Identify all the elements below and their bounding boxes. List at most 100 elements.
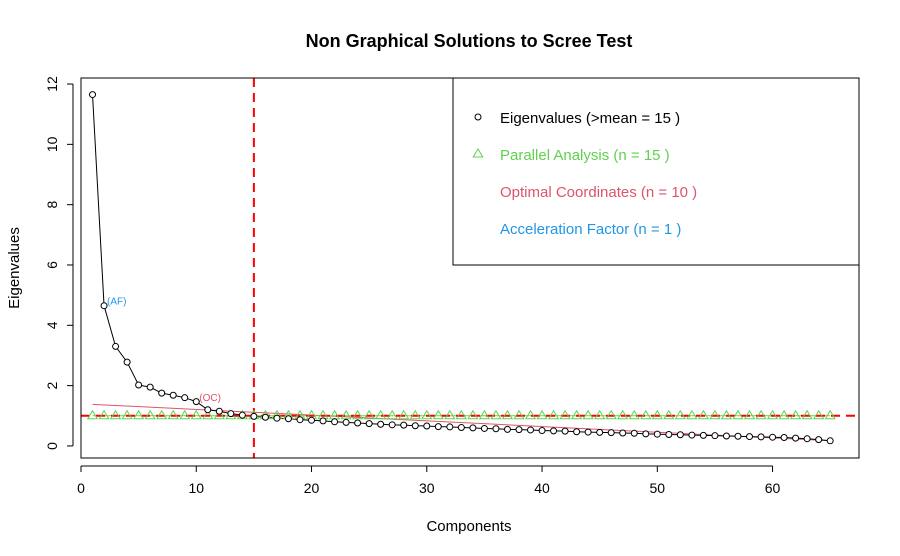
parallel-analysis-point: [582, 409, 594, 420]
parallel-analysis-point: [674, 409, 686, 420]
eigenvalue-point: [630, 429, 638, 437]
eigenvalue-point: [238, 411, 246, 419]
eigenvalue-point: [653, 430, 661, 438]
y-axis-label: Eigenvalues: [6, 227, 23, 309]
eigenvalue-point: [365, 420, 373, 428]
parallel-analysis-point: [697, 409, 710, 420]
eigenvalue-point: [411, 422, 419, 430]
x-tick-label: 30: [419, 480, 435, 496]
y-tick-label: 0: [44, 442, 60, 450]
eigenvalue-point: [123, 358, 131, 366]
legend: Eigenvalues (>mean = 15 ) Parallel Analys…: [452, 77, 860, 266]
parallel-analysis-point: [444, 409, 456, 420]
y-tick-label: 12: [44, 76, 60, 92]
parallel-analysis-point: [490, 409, 502, 420]
parallel-analysis-point: [121, 409, 133, 420]
parallel-analysis-point: [386, 409, 398, 420]
chart-title: Non Graphical Solutions to Scree Test: [306, 31, 633, 51]
eigenvalue-point: [423, 422, 431, 430]
eigenvalue-point: [296, 416, 304, 424]
y-tick-label: 8: [44, 201, 60, 209]
parallel-analysis-point: [190, 409, 202, 420]
eigenvalue-point: [261, 413, 269, 421]
eigenvalue-point: [181, 394, 189, 402]
eigenvalue-point: [734, 432, 742, 440]
eigenvalue-point: [665, 430, 673, 438]
eigenvalue-point: [319, 417, 327, 425]
eigenvalue-point: [792, 434, 800, 442]
parallel-analysis-point: [478, 409, 491, 420]
parallel-analysis-point: [179, 409, 191, 420]
eigenvalue-point: [561, 427, 569, 435]
parallel-analysis-point: [766, 409, 779, 420]
parallel-analysis-point: [156, 409, 168, 420]
eigenvalue-point: [250, 412, 258, 420]
eigenvalue-point: [169, 391, 177, 399]
eigenvalue-point: [550, 427, 558, 435]
x-axis-label: Components: [426, 518, 511, 535]
eigenvalue-point: [503, 425, 511, 433]
eigenvalue-point: [135, 381, 143, 389]
eigenvalue-point: [192, 398, 200, 406]
parallel-analysis-point: [213, 409, 225, 420]
parallel-analysis-point: [524, 409, 537, 420]
parallel-analysis-point: [536, 409, 548, 420]
parallel-analysis-point: [628, 409, 640, 420]
x-tick-label: 60: [765, 480, 781, 496]
parallel-analysis-point: [605, 409, 617, 420]
x-tick-label: 20: [304, 480, 320, 496]
parallel-analysis-point: [801, 409, 813, 420]
eigenvalue-point: [308, 416, 316, 424]
parallel-analysis-point: [686, 409, 698, 420]
parallel-analysis-point: [513, 409, 525, 420]
eigenvalue-point: [434, 423, 442, 431]
parallel-analysis-point: [755, 409, 767, 420]
plot-marks: (AF) (OC): [81, 78, 859, 458]
parallel-analysis-point: [501, 409, 514, 420]
parallel-analysis-point: [109, 409, 122, 420]
eigenvalue-point: [757, 433, 765, 441]
eigenvalue-point: [273, 414, 281, 422]
parallel-analysis-point: [547, 409, 560, 420]
parallel-analysis-point: [824, 409, 836, 420]
parallel-analysis-point: [351, 409, 364, 420]
eigenvalue-point: [492, 425, 500, 433]
eigenvalue-point: [826, 437, 834, 445]
eigenvalue-point: [146, 383, 154, 391]
eigenvalue-point: [607, 429, 615, 437]
parallel-analysis-point: [363, 409, 375, 420]
eigenvalue-point: [377, 420, 385, 428]
x-axis: 0 10 20 30 40 50 60: [77, 465, 781, 496]
legend-label-acceleration: Acceleration Factor (n = 1 ): [500, 221, 681, 238]
parallel-analysis-point: [409, 409, 421, 420]
eigenvalue-point: [642, 430, 650, 438]
parallel-analysis-point: [663, 409, 675, 420]
parallel-analysis-point: [86, 409, 99, 420]
legend-box: [452, 77, 860, 266]
parallel-analysis-point: [202, 409, 214, 420]
annotation-label: (AF): [107, 297, 126, 308]
eigenvalue-point: [722, 432, 730, 440]
parallel-analysis-point: [778, 409, 790, 420]
y-tick-label: 4: [44, 321, 60, 329]
eigenvalue-point: [584, 428, 592, 436]
parallel-analysis-point: [570, 409, 583, 420]
parallel-analysis-point: [640, 409, 652, 420]
x-tick-label: 50: [650, 480, 666, 496]
eigenvalue-point: [769, 433, 777, 441]
eigenvalue-point: [331, 418, 339, 426]
eigenvalue-point: [100, 302, 108, 310]
eigenvalue-point: [699, 431, 707, 439]
eigenvalue-point: [527, 426, 535, 434]
eigenvalue-point: [780, 433, 788, 441]
parallel-analysis-point: [98, 409, 110, 420]
legend-marker-parallel: [472, 148, 484, 158]
parallel-analysis-point: [455, 409, 467, 420]
eigenvalue-point: [204, 406, 212, 414]
annotation-label: (OC): [199, 393, 221, 404]
eigenvalue-point: [596, 428, 604, 436]
legend-label-eigen: Eigenvalues (>mean = 15 ): [500, 110, 680, 127]
eigenvalue-point: [573, 428, 581, 436]
eigenvalue-point: [446, 423, 454, 431]
parallel-analysis-point: [617, 409, 629, 420]
